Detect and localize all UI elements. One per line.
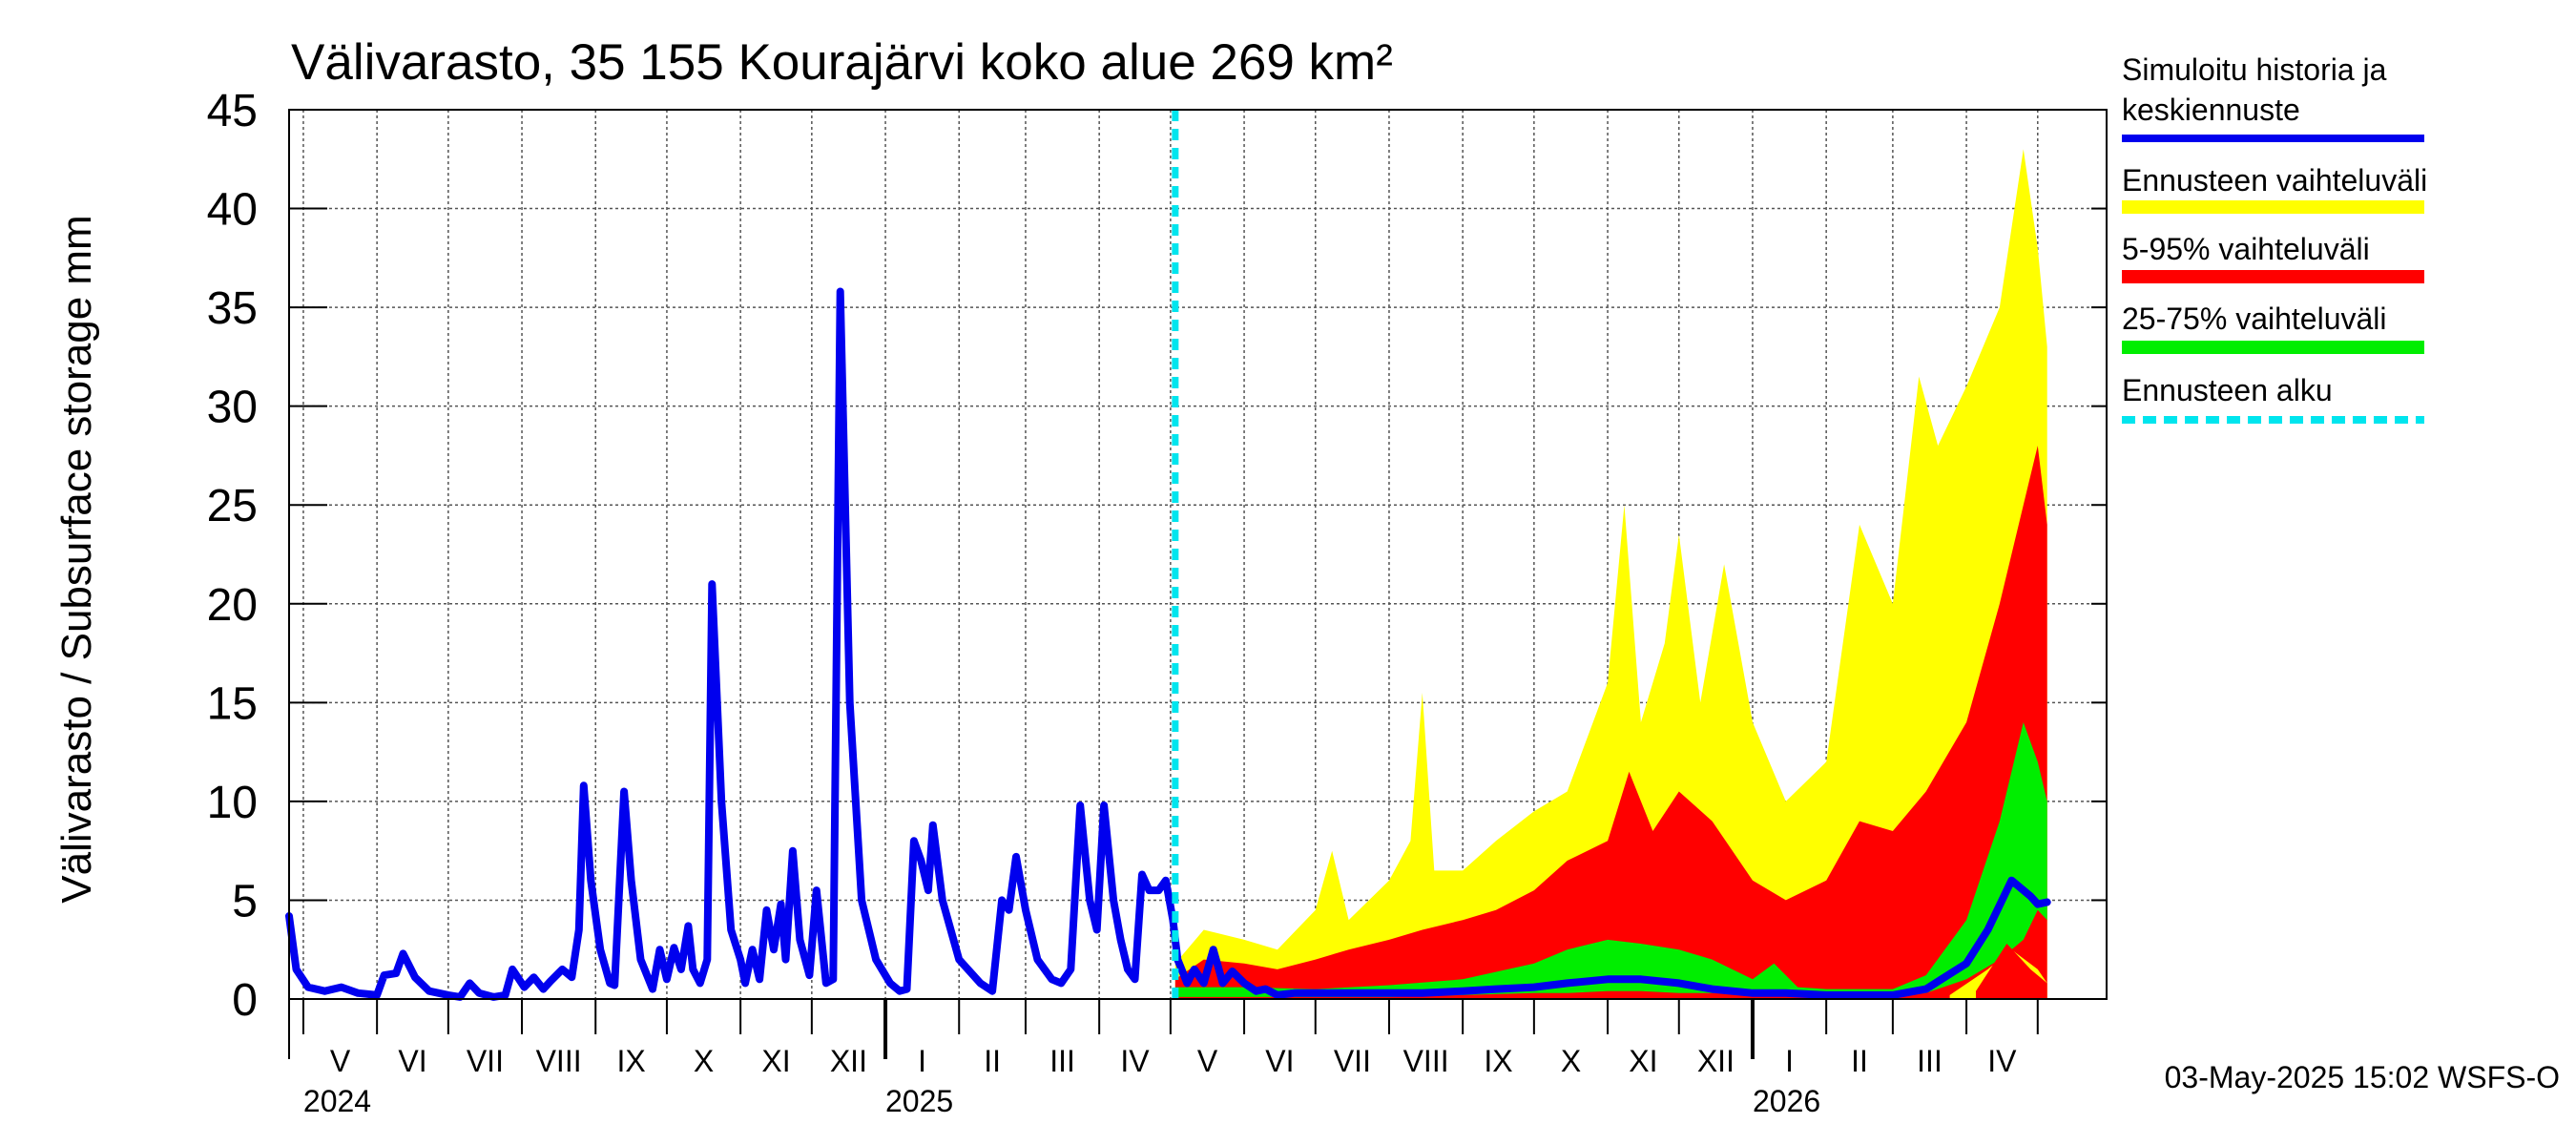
- plot-frame: [288, 109, 2108, 1000]
- y-tick-label: 5: [232, 876, 258, 926]
- legend-label: 25-75% vaihteluväli: [2122, 302, 2387, 336]
- month-label: I: [918, 1044, 926, 1078]
- month-label: IX: [1484, 1044, 1512, 1078]
- month-label: VI: [398, 1044, 426, 1078]
- month-label: II: [1851, 1044, 1868, 1078]
- legend-label: keskiennuste: [2122, 93, 2300, 127]
- y-tick-label: 40: [207, 185, 258, 236]
- month-label: VIII: [536, 1044, 582, 1078]
- band-ennusteen-vaihteluv-li: [1174, 149, 2047, 999]
- month-label: IX: [616, 1044, 645, 1078]
- month-label: VII: [1334, 1044, 1371, 1078]
- month-label: XI: [761, 1044, 790, 1078]
- month-label: XII: [1697, 1044, 1735, 1078]
- month-label: X: [1561, 1044, 1581, 1078]
- band-5-95-vaihteluv-li-alaraja-: [1976, 944, 2047, 999]
- month-label: IV: [1987, 1044, 2017, 1078]
- forecast-bands: [1174, 149, 2047, 1000]
- y-tick-label: 45: [207, 86, 258, 136]
- month-label: II: [984, 1044, 1001, 1078]
- month-label: VI: [1265, 1044, 1294, 1078]
- y-tick-label: 25: [207, 481, 258, 531]
- legend-label: Ennusteen alku: [2122, 373, 2333, 407]
- legend: Simuloitu historia ja keskiennuste Ennuste…: [2122, 52, 2427, 424]
- month-label: XII: [830, 1044, 867, 1078]
- month-label: X: [694, 1044, 714, 1078]
- month-label: VIII: [1403, 1044, 1449, 1078]
- month-label: III: [1049, 1044, 1075, 1078]
- year-label: 2026: [1753, 1084, 1820, 1118]
- timestamp-footer: 03-May-2025 15:02 WSFS-O: [2165, 1060, 2560, 1094]
- month-label: IV: [1120, 1044, 1150, 1078]
- month-label: I: [1785, 1044, 1794, 1078]
- year-label: 2025: [885, 1084, 953, 1118]
- y-axis: 0 5 10 15 20 25 30 35 40 45: [207, 86, 2107, 1026]
- legend-label: Simuloitu historia ja: [2122, 52, 2387, 87]
- y-tick-label: 10: [207, 778, 258, 828]
- y-tick-label: 20: [207, 580, 258, 631]
- legend-label: Ennusteen vaihteluväli: [2122, 163, 2427, 198]
- series-line-simulated: [285, 287, 2051, 1001]
- month-label: XI: [1629, 1044, 1657, 1078]
- y-tick-label: 35: [207, 283, 258, 334]
- x-axis: V VI VII VIII IX X XI XII I II III IV V VI VII VIII IX X X…: [288, 999, 2039, 1118]
- legend-label: 5-95% vaihteluväli: [2122, 232, 2370, 266]
- month-label: III: [1917, 1044, 1942, 1078]
- y-tick-label: 0: [232, 975, 258, 1026]
- year-label: 2024: [303, 1084, 371, 1118]
- y-axis-label: Välivarasto / Subsurface storage mm: [53, 215, 100, 903]
- month-label: V: [1197, 1044, 1218, 1078]
- month-label: V: [330, 1044, 351, 1078]
- series-lines: [285, 287, 2051, 1001]
- y-tick-label: 15: [207, 678, 258, 729]
- chart-title: Välivarasto, 35 155 Kourajärvi koko alue…: [291, 34, 1393, 91]
- y-tick-label: 30: [207, 383, 258, 433]
- month-label: VII: [467, 1044, 504, 1078]
